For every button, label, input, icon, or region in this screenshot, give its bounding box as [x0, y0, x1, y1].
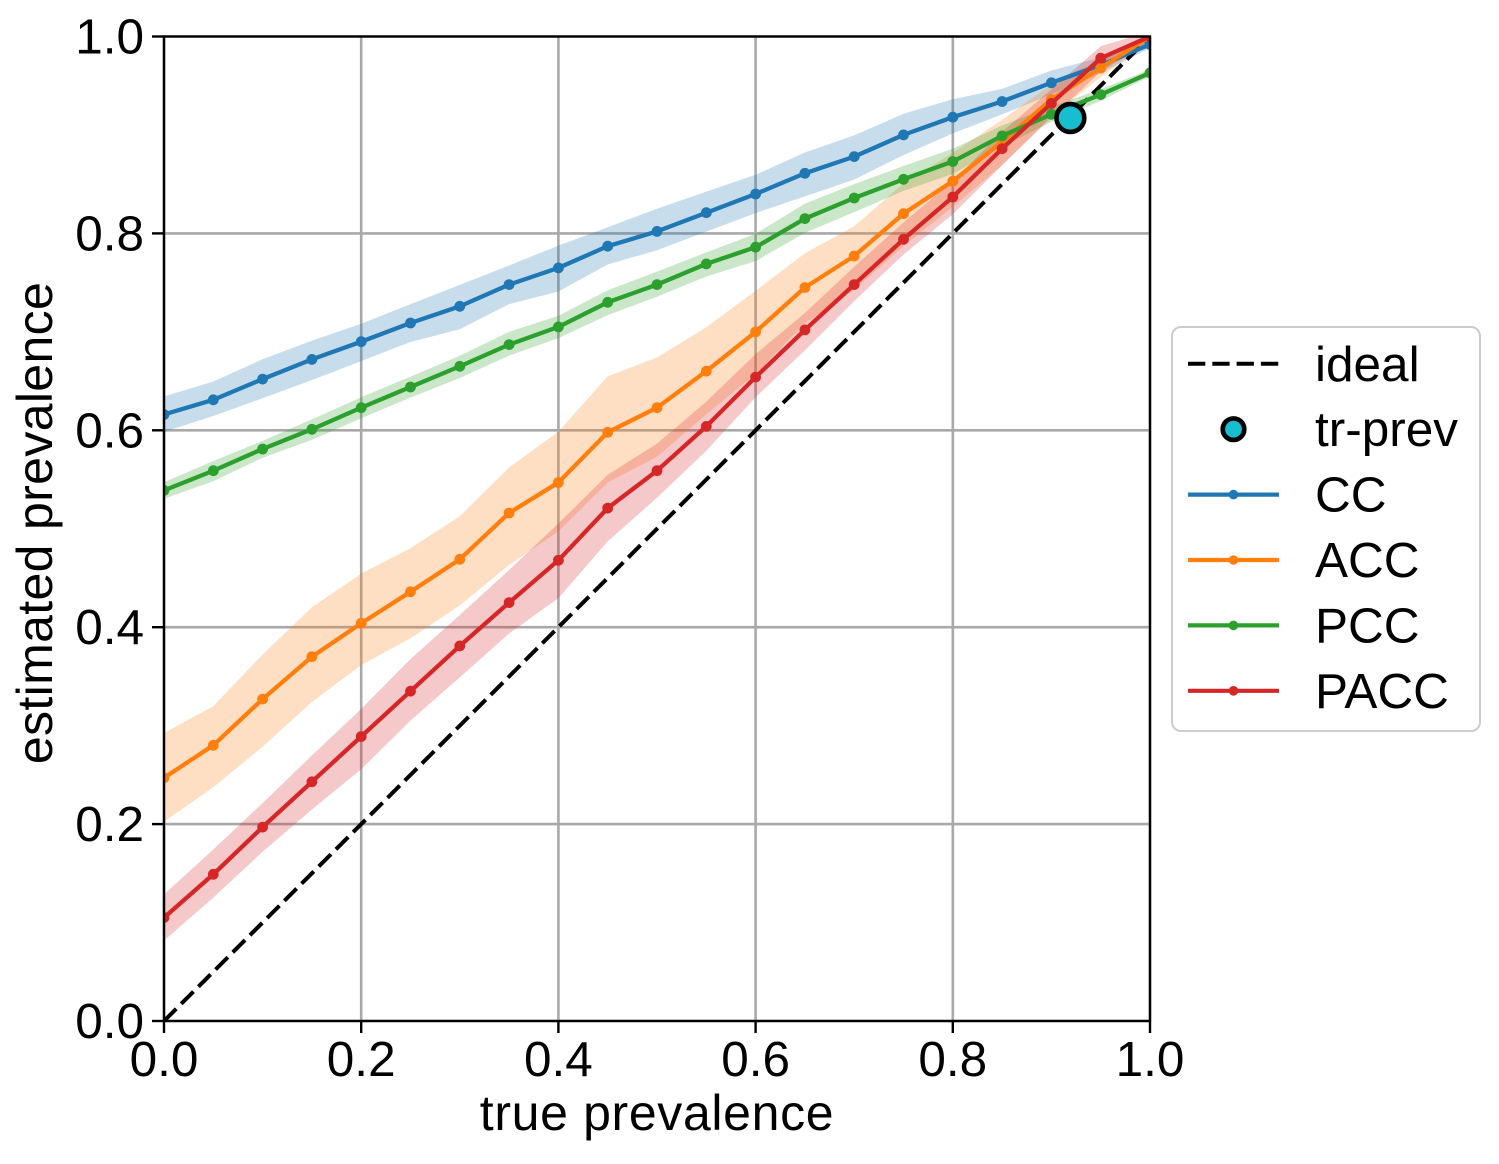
svg-text:0.8: 0.8	[75, 206, 144, 261]
svg-text:0.2: 0.2	[75, 797, 144, 852]
svg-text:estimated prevalence: estimated prevalence	[7, 282, 63, 764]
svg-text:ACC: ACC	[1315, 533, 1420, 588]
svg-text:0.4: 0.4	[524, 1032, 593, 1087]
svg-text:CC: CC	[1315, 468, 1387, 523]
svg-text:1.0: 1.0	[1116, 1032, 1185, 1087]
svg-text:0.2: 0.2	[327, 1032, 396, 1087]
svg-text:0.4: 0.4	[75, 600, 144, 655]
svg-text:PACC: PACC	[1315, 664, 1449, 719]
svg-text:0.6: 0.6	[75, 403, 144, 458]
svg-text:0.0: 0.0	[130, 1032, 199, 1087]
svg-text:true prevalence: true prevalence	[480, 1085, 834, 1141]
svg-text:tr-prev: tr-prev	[1315, 402, 1458, 457]
svg-text:1.0: 1.0	[75, 10, 144, 65]
svg-text:ideal: ideal	[1315, 337, 1420, 392]
svg-text:0.8: 0.8	[918, 1032, 987, 1087]
svg-text:0.0: 0.0	[75, 994, 144, 1049]
svg-text:PCC: PCC	[1315, 598, 1420, 653]
svg-text:0.6: 0.6	[721, 1032, 790, 1087]
